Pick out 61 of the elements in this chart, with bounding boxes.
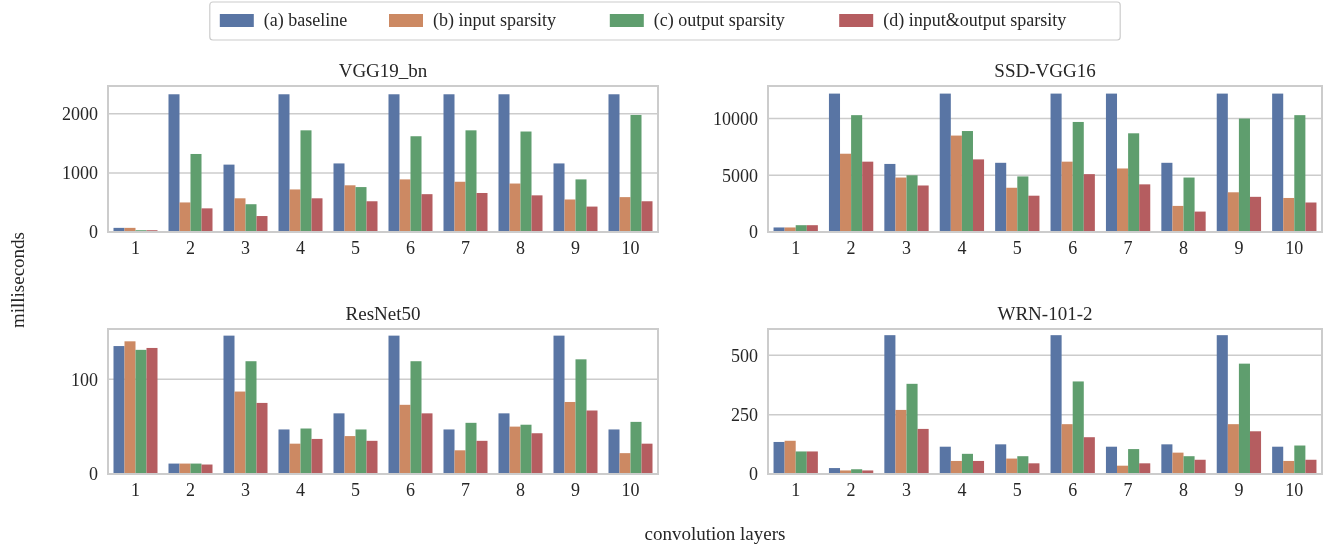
x-tick-label: 8: [1179, 238, 1188, 258]
x-tick-label: 4: [296, 238, 305, 258]
x-tick-label: 9: [1234, 238, 1244, 258]
y-tick-label: 10000: [713, 108, 758, 129]
x-tick-label: 10: [621, 480, 640, 500]
x-tick-label: 8: [516, 238, 525, 258]
x-tick-label: 7: [1123, 238, 1133, 258]
x-tick-label: 3: [241, 480, 250, 500]
y-tick-label: 0: [749, 222, 758, 243]
x-tick-label: 2: [186, 480, 195, 500]
chart-title: VGG19_bn: [338, 60, 428, 81]
y-tick-label: 2000: [62, 104, 98, 125]
x-axis-title: convolution layers: [644, 523, 786, 544]
x-tick-label: 9: [1234, 480, 1244, 500]
x-tick-label: 3: [902, 480, 911, 500]
legend-label: (c) output sparsity: [653, 10, 785, 31]
y-tick-label: 250: [731, 404, 758, 425]
x-tick-label: 5: [1012, 480, 1022, 500]
x-tick-label: 6: [406, 480, 415, 500]
x-tick-label: 7: [461, 480, 470, 500]
chart-title: ResNet50: [345, 303, 421, 324]
y-axis-title: milliseconds: [7, 231, 28, 329]
x-tick-label: 2: [186, 238, 195, 258]
x-tick-label: 6: [1068, 238, 1078, 258]
x-tick-label: 7: [1123, 480, 1133, 500]
chart-title: WRN-101-2: [997, 303, 1093, 324]
x-tick-label: 4: [296, 480, 305, 500]
y-tick-label: 500: [731, 345, 758, 366]
y-tick-label: 1000: [62, 163, 98, 184]
x-tick-label: 5: [351, 480, 360, 500]
x-tick-label: 8: [516, 480, 525, 500]
x-tick-label: 1: [791, 238, 801, 258]
legend-label: (d) input&output sparsity: [883, 10, 1067, 31]
x-tick-label: 10: [1285, 480, 1304, 500]
x-tick-label: 4: [957, 238, 967, 258]
y-tick-label: 5000: [722, 165, 758, 186]
x-tick-label: 9: [571, 238, 580, 258]
x-tick-label: 3: [902, 238, 911, 258]
x-tick-label: 8: [1179, 480, 1188, 500]
x-tick-label: 1: [131, 238, 140, 258]
x-tick-label: 10: [1285, 238, 1304, 258]
x-tick-label: 9: [571, 480, 580, 500]
x-tick-label: 10: [621, 238, 640, 258]
x-tick-label: 5: [351, 238, 360, 258]
x-tick-label: 2: [846, 238, 856, 258]
legend-label: (b) input sparsity: [433, 10, 556, 31]
x-tick-label: 6: [1068, 480, 1078, 500]
x-tick-label: 1: [131, 480, 140, 500]
chart-title: SSD-VGG16: [994, 60, 1096, 81]
x-tick-label: 4: [957, 480, 967, 500]
y-tick-label: 0: [89, 464, 98, 485]
y-tick-label: 0: [89, 222, 98, 243]
legend-label: (a) baseline: [263, 10, 348, 31]
x-tick-label: 1: [791, 480, 801, 500]
x-tick-label: 3: [241, 238, 250, 258]
x-tick-label: 6: [406, 238, 415, 258]
x-tick-label: 2: [846, 480, 856, 500]
x-tick-label: 7: [461, 238, 470, 258]
x-tick-label: 5: [1012, 238, 1022, 258]
y-tick-label: 100: [71, 369, 98, 390]
y-tick-label: 0: [749, 464, 758, 485]
